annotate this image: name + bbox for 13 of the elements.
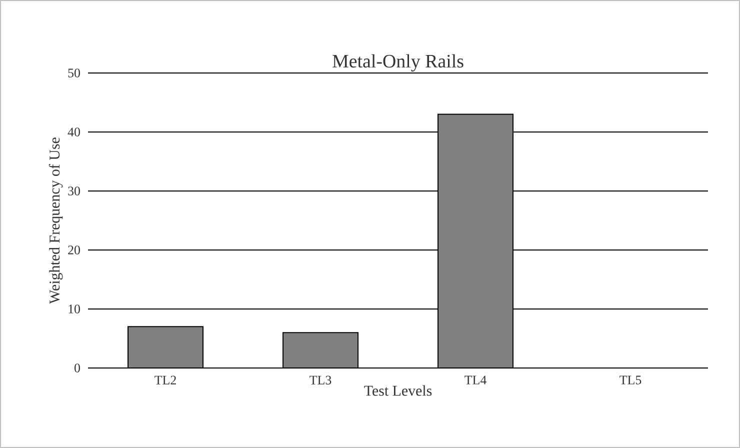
y-tick-label: 0 bbox=[74, 364, 80, 372]
y-tick-label: 30 bbox=[68, 186, 80, 196]
x-tick-label: TL3 bbox=[310, 376, 332, 384]
y-axis-title: Weighted Frequency of Use bbox=[48, 138, 63, 304]
y-tick-label: 20 bbox=[68, 246, 80, 254]
y-tick-label: 10 bbox=[68, 304, 80, 314]
x-axis-title: Test Levels bbox=[364, 385, 432, 396]
x-tick-label: TL5 bbox=[620, 376, 642, 384]
y-tick-label: 50 bbox=[68, 68, 80, 78]
chart-title: Metal-Only Rails bbox=[332, 54, 464, 72]
x-tick-label: TL4 bbox=[464, 376, 486, 384]
y-tick-label: 40 bbox=[68, 128, 80, 136]
x-tick-label: TL2 bbox=[154, 376, 176, 384]
